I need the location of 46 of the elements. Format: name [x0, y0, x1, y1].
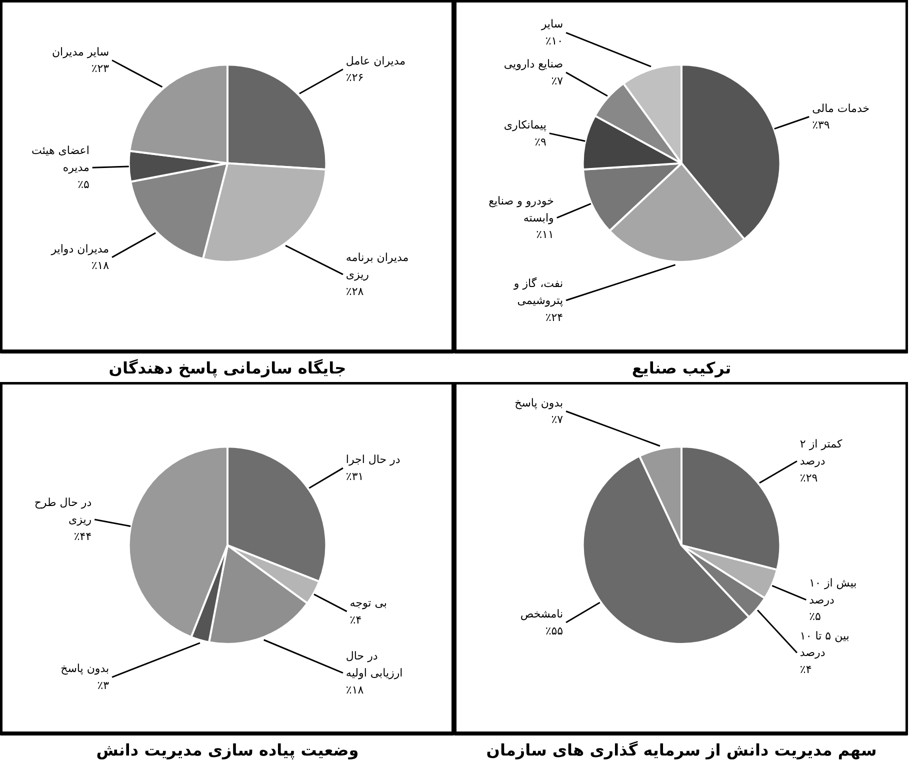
data-label: ٪۵ — [809, 610, 822, 624]
data-label: ٪۲۸ — [346, 284, 364, 298]
slice-label: خدمات مالی — [812, 102, 870, 115]
data-label: ٪۲۴ — [545, 310, 564, 324]
data-label: ٪۳۹ — [812, 118, 830, 132]
data-label: ٪۴ — [800, 663, 812, 676]
slice-label: سایر مدیران — [52, 45, 110, 58]
data-label: ٪۲۹ — [800, 472, 818, 484]
slice-label: بیش از ۱۰ درصد — [809, 576, 857, 606]
data-label: ٪۳ — [97, 679, 110, 692]
slice-label: پیمانکاری — [504, 118, 546, 132]
slice-label: بدون پاسخ — [514, 396, 564, 410]
slice-label: در حال اجرا — [346, 453, 400, 466]
slice-label: اعضای هیئت مدیره — [32, 144, 90, 174]
slice-label: بدون پاسخ — [60, 662, 110, 676]
data-label: ٪۱۸ — [346, 683, 364, 696]
data-label: ٪۴ — [350, 613, 362, 626]
data-label: ٪۴۴ — [74, 530, 92, 543]
data-label: ٪۱۱ — [536, 228, 554, 242]
data-label: ٪۹ — [534, 135, 547, 148]
data-label: ٪۳۱ — [346, 470, 364, 484]
slice-label: نامشخص — [520, 608, 564, 621]
slice-label: سایر — [540, 18, 564, 31]
slice-label: کمتر از ۲ درصد — [800, 438, 843, 468]
slice-label: بین ۵ تا ۱۰ درصد — [800, 629, 850, 660]
slice-label: در حال طرح ریزی — [34, 496, 92, 526]
slice-label: صنایع دارویی — [504, 58, 564, 71]
text: سهم مدیریت دانش از سرمایه گذاری های سازمان — [486, 740, 877, 760]
data-label: ٪۲۶ — [346, 71, 364, 84]
text: ترکیب صنایع — [632, 358, 732, 378]
slice-label: مدیران عامل — [346, 54, 406, 68]
data-label: ٪۷ — [551, 74, 564, 88]
slice-label: بی توجه — [350, 596, 387, 610]
slice-label: مدیران برنامه ریزی — [346, 251, 409, 281]
text: جایگاه سازمانی پاسخ دهندگان — [108, 358, 346, 378]
data-label: ٪۵ — [78, 178, 90, 191]
data-label: ٪۷ — [551, 413, 564, 426]
text: وضعیت پیاده سازی مدیریت دانش — [96, 740, 359, 760]
slice-label: نفت، گاز و پتروشیمی — [512, 276, 564, 307]
data-label: ٪۱۰ — [545, 34, 564, 48]
data-label: ٪۱۸ — [91, 259, 110, 272]
slice-label: در حال ارزیابی اولیه — [346, 650, 403, 680]
data-label: ٪۵۵ — [545, 624, 564, 638]
slice-label: خودرو و صنایع وابسته — [488, 194, 554, 224]
slice-label: مدیران دوایر — [50, 242, 110, 256]
data-label: ٪۲۳ — [91, 62, 110, 76]
